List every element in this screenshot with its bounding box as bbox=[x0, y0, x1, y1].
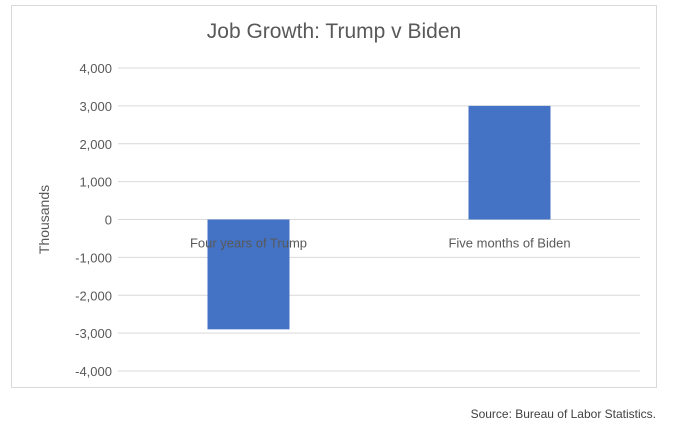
bar bbox=[207, 219, 290, 330]
bar-chart-plot: 4,000 3,000 2,000 1,000 0 -1,000 -2,000 -3,000 -… bbox=[36, 61, 640, 379]
y-tick-label: 1,000 bbox=[79, 175, 112, 190]
y-axis-label: Thousands bbox=[36, 185, 52, 254]
x-category-label: Four years of Trump bbox=[190, 236, 307, 251]
y-tick-label: 0 bbox=[105, 213, 112, 228]
chart-title: Job Growth: Trump v Biden bbox=[206, 20, 462, 43]
bar bbox=[468, 105, 551, 220]
y-tick-label: -1,000 bbox=[75, 250, 112, 265]
y-tick-label: -2,000 bbox=[75, 288, 112, 303]
y-tick-label: 3,000 bbox=[79, 99, 112, 114]
y-tick-label: 4,000 bbox=[79, 61, 112, 76]
y-tick-label: -3,000 bbox=[75, 326, 112, 341]
y-tick-label: -4,000 bbox=[75, 364, 112, 379]
chart-frame: Job Growth: Trump v Biden 4,000 3,000 2,00… bbox=[11, 5, 657, 388]
x-category-label: Five months of Biden bbox=[448, 236, 570, 251]
y-tick-label: 2,000 bbox=[79, 137, 112, 152]
source-note: Source: Bureau of Labor Statistics. bbox=[470, 407, 656, 421]
